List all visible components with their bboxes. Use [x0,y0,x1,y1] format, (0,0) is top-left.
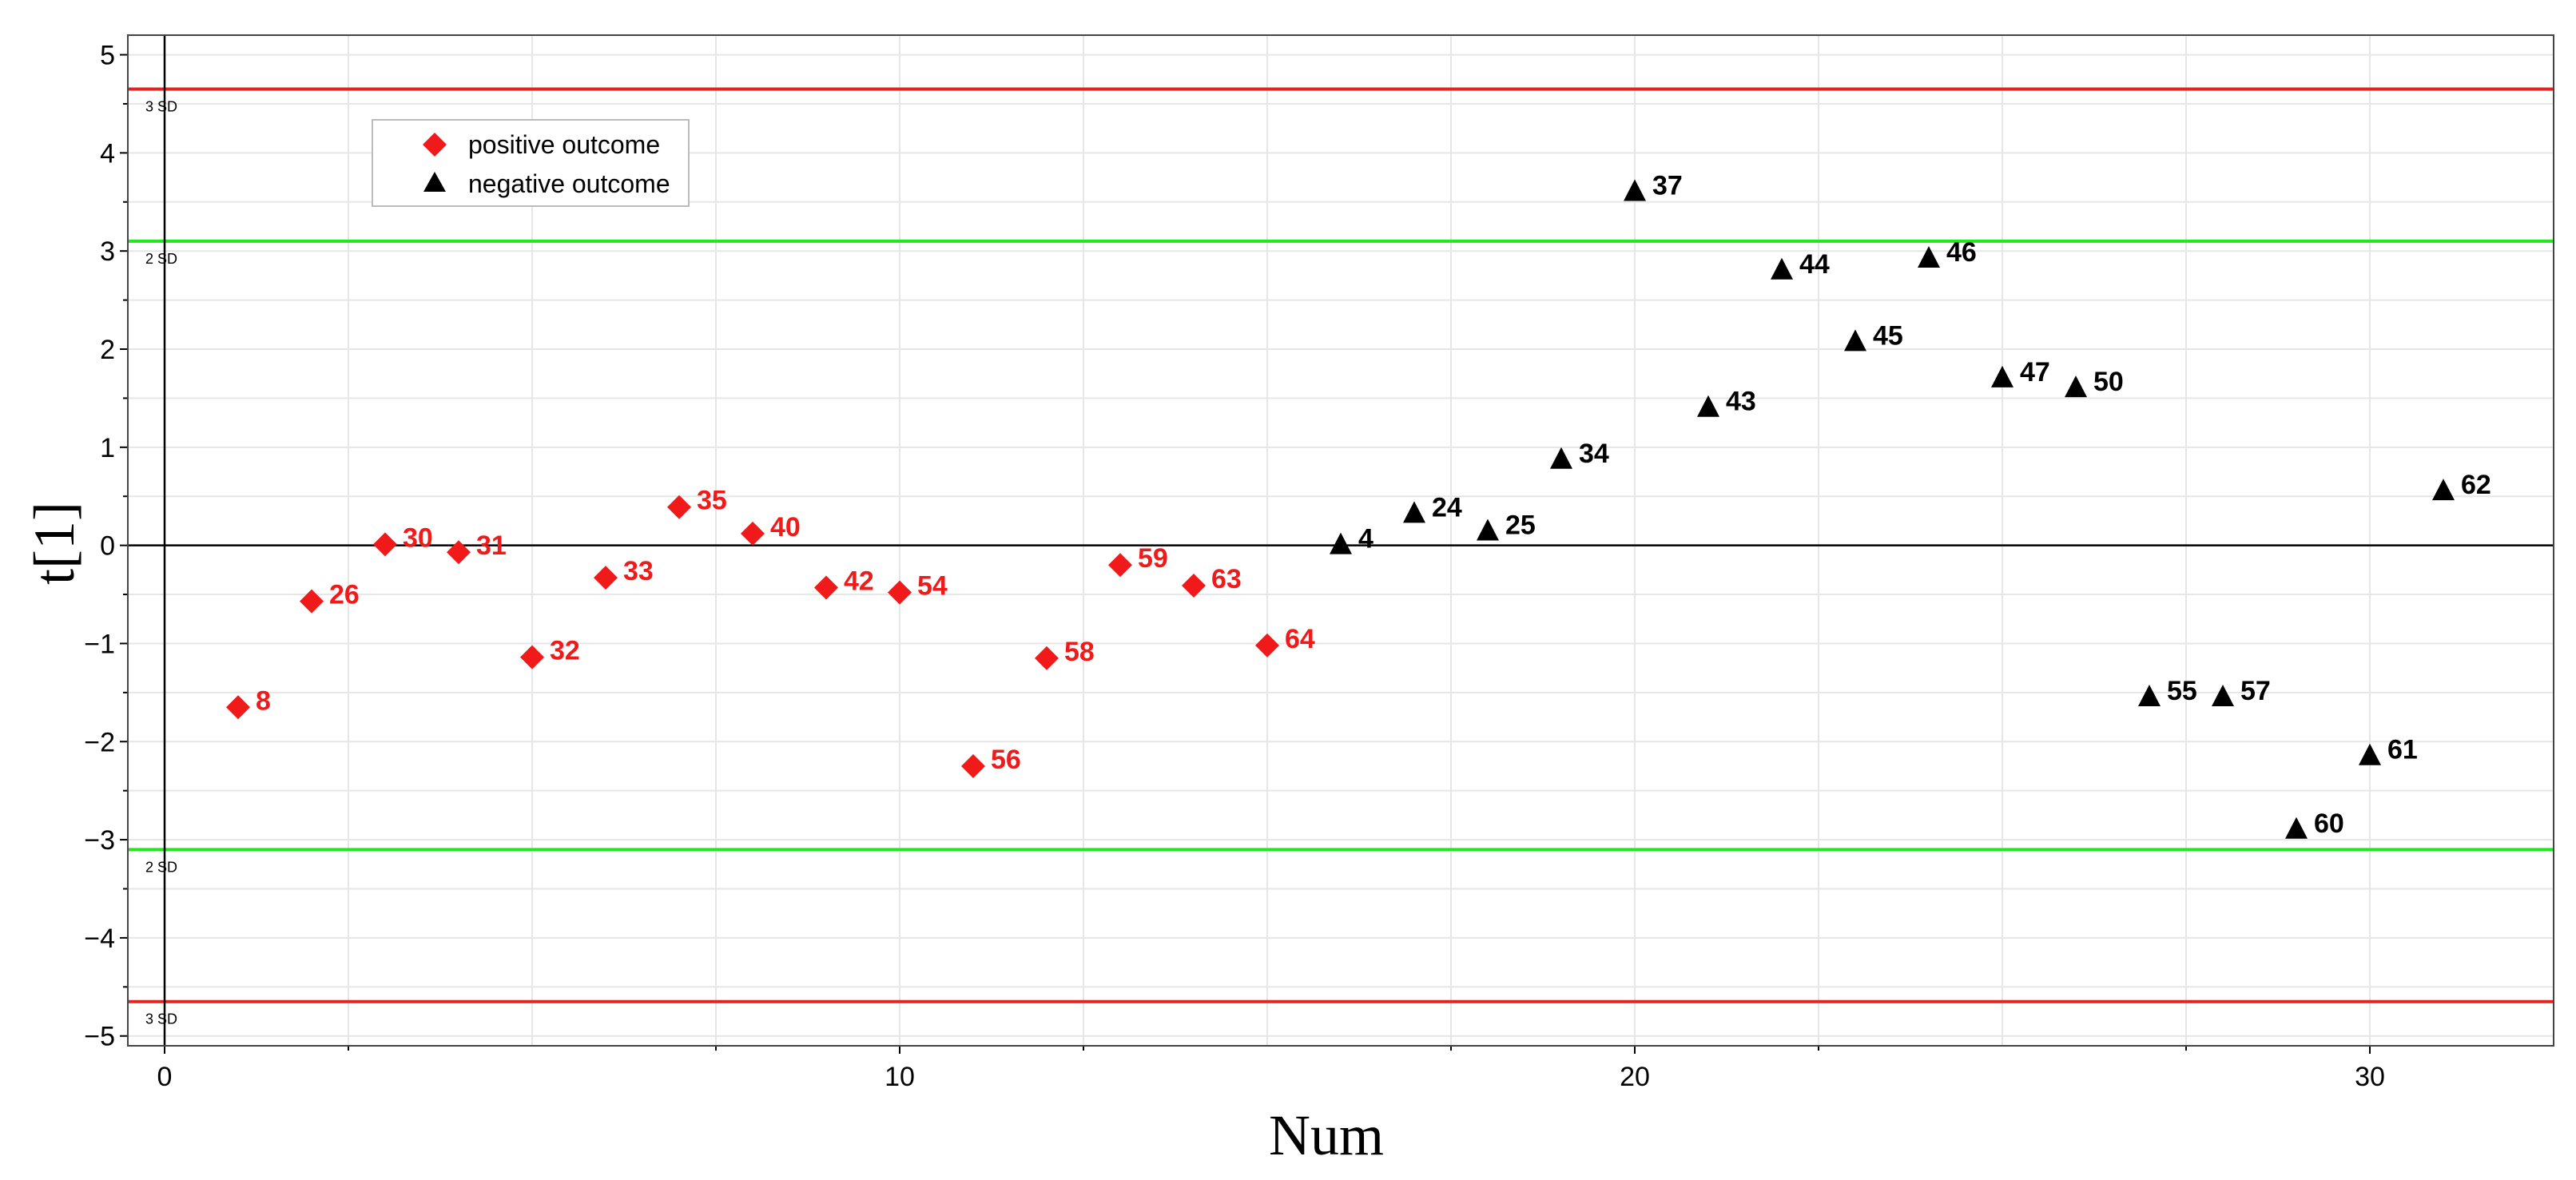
point-label: 42 [844,566,874,596]
legend: positive outcome negative outcome [372,119,690,207]
point-label: 40 [770,512,801,542]
negative-outcome-point [1697,395,1719,417]
negative-outcome-point [1403,501,1425,523]
y-tick-label: 5 [100,41,115,71]
negative-outcome-point [2432,479,2455,501]
positive-outcome-point [300,589,324,614]
negative-outcome-point [2138,685,2161,707]
positive-outcome-point [1108,553,1132,578]
negative-outcome-point [1918,246,1940,268]
data-points: 8 26 30 31 32 33 35 40 42 54 56 58 59 63 64 4 24 25 34 37 43… [226,171,2491,839]
negative-outcome-point [1771,257,1793,280]
point-label: 37 [1652,171,1683,201]
point-label: 46 [1946,237,1977,268]
sd-limit-label: 2 SD [145,251,177,267]
y-tick-label: −2 [84,727,115,757]
positive-outcome-point [1255,633,1279,658]
negative-outcome-point [2212,685,2234,707]
point-label: 55 [2167,676,2197,706]
legend-triangle-icon [423,172,446,192]
y-tick-label: −1 [84,629,115,659]
positive-outcome-point [741,521,765,546]
point-label: 44 [1799,249,1830,280]
negative-outcome-point [1550,447,1572,469]
y-tick-label: −4 [84,924,115,954]
x-tick-label: 10 [885,1062,915,1092]
point-label: 62 [2461,470,2491,500]
positive-outcome-point [888,580,912,605]
positive-outcome-point [667,495,691,519]
point-label: 32 [550,636,580,666]
point-label: 43 [1726,387,1756,417]
x-axis-title: Num [1269,1103,1384,1167]
negative-outcome-point [1330,532,1352,554]
positive-outcome-point [594,566,618,590]
x-tick-label: 20 [1620,1062,1650,1092]
legend-label-negative: negative outcome [468,169,670,198]
point-label: 50 [2093,367,2124,397]
legend-label-positive: positive outcome [468,130,660,159]
point-label: 33 [623,556,654,586]
x-tick-label: 30 [2355,1062,2385,1092]
y-tick-label: 3 [100,236,115,267]
point-label: 4 [1358,524,1373,554]
point-label: 54 [917,571,948,602]
point-label: 56 [991,745,1021,775]
y-tick-label: −3 [84,825,115,856]
positive-outcome-point [373,532,397,557]
point-label: 24 [1432,492,1462,522]
negative-outcome-point [1624,179,1646,201]
negative-outcome-point [2359,743,2381,765]
point-label: 8 [256,685,271,716]
sd-limit-label: 3 SD [145,1011,177,1027]
reference-lines: 3 SD 2 SD 2 SD 3 SD [128,87,2554,1027]
point-label: 45 [1873,320,1903,351]
point-label: 59 [1138,543,1168,574]
negative-outcome-point [1844,329,1866,352]
point-label: 58 [1064,637,1095,667]
y-tick-label: 0 [100,531,115,562]
positive-outcome-point [814,575,838,600]
positive-outcome-point [1182,573,1206,598]
positive-outcome-point [447,540,471,565]
y-tick-label: 4 [100,138,115,169]
positive-outcome-point [1035,646,1059,670]
negative-outcome-point [1991,365,2013,387]
point-label: 60 [2314,809,2344,839]
negative-outcome-point [2285,816,2308,839]
positive-outcome-point [226,695,250,720]
point-label: 31 [476,530,507,561]
x-tick-label: 0 [157,1062,173,1092]
legend-diamond-icon [423,133,447,157]
point-label: 61 [2387,735,2418,765]
negative-outcome-point [1477,518,1499,541]
negative-outcome-point [2065,375,2087,398]
point-label: 26 [329,580,360,610]
y-tick-label: 2 [100,335,115,365]
positive-outcome-point [520,645,544,669]
point-label: 35 [697,486,727,516]
point-label: 30 [403,522,433,553]
point-label: 63 [1211,564,1242,594]
point-label: 34 [1579,439,1609,469]
sd-limit-label: 2 SD [145,859,177,875]
plot-frame [127,34,2554,1047]
point-label: 25 [1505,510,1536,540]
point-label: 57 [2240,676,2271,706]
positive-outcome-point [961,753,985,778]
y-tick-label: 1 [100,433,115,463]
sd-limit-label: 3 SD [145,99,177,115]
y-tick-label: −5 [84,1022,115,1052]
point-label: 64 [1285,624,1315,654]
y-axis-title: t[1] [22,502,86,585]
point-label: 47 [2020,357,2050,387]
